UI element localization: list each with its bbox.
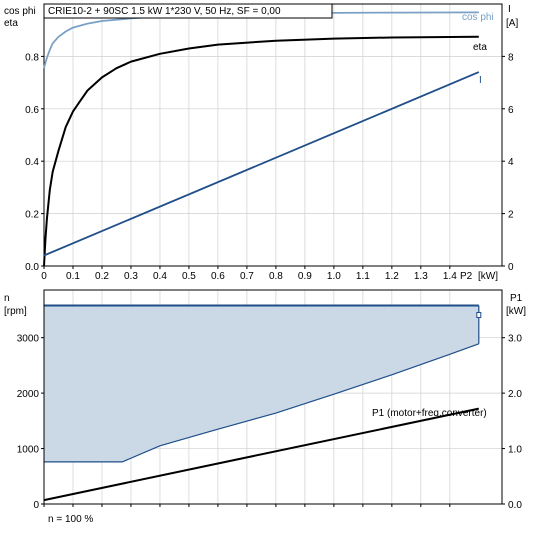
bottom-y-right-tick-label: 0.0 <box>508 500 522 511</box>
top-x-tick-label: 0.2 <box>95 271 109 282</box>
bottom-y-left-tick-label: 2000 <box>17 389 40 400</box>
top-y-left-tick-label: 0.4 <box>25 157 39 168</box>
series-line-p1 <box>43 407 480 502</box>
top-x-tick-label: 1.1 <box>356 271 370 282</box>
bottom-series <box>43 304 482 502</box>
bottom-y-left-tick-label: 1000 <box>17 445 40 456</box>
y-right-label-kw: [kW] <box>506 306 526 317</box>
series-label-i: I <box>479 75 482 86</box>
series-line-eta <box>43 35 479 267</box>
series-label-cosphi: cos phi <box>462 12 494 23</box>
bottom-ticks: 0 1000 2000 3000 0.0 1.0 2.0 3.0 <box>17 334 523 511</box>
top-x-tick-label: 0.5 <box>182 271 196 282</box>
top-y-right-tick-label: 4 <box>508 157 514 168</box>
top-x-tick-label: 0.7 <box>240 271 254 282</box>
x-axis-label: P2 <box>460 271 473 282</box>
y-right-label-p1: P1 <box>510 293 523 304</box>
x-axis-unit: [kW] <box>478 271 498 282</box>
footnote: n = 100 % <box>48 514 93 525</box>
top-x-tick-label: 1.2 <box>385 271 399 282</box>
top-series <box>43 11 480 267</box>
title-box <box>43 3 333 19</box>
top-x-tick-label: 0.1 <box>66 271 80 282</box>
top-x-tick-label: 0 <box>41 271 47 282</box>
top-x-tick-label: 0.9 <box>298 271 312 282</box>
top-x-tick-label: 0.4 <box>153 271 167 282</box>
speed-range-area <box>44 305 479 462</box>
y-left-label-eta: eta <box>4 18 18 29</box>
top-y-left-tick-label: 0.8 <box>25 52 39 63</box>
top-ticks: 0 0.1 0.2 0.3 0.4 0.5 0.6 0.7 0.8 0.9 1.0 1.1 1.2 1.3… <box>25 52 514 282</box>
y-left-label-n: n <box>4 293 10 304</box>
top-y-right-tick-label: 6 <box>508 105 514 116</box>
y-right-label-i: I <box>508 4 511 15</box>
chart-title: CRIE10-2 + 90SC 1.5 kW 1*230 V, 50 Hz, S… <box>48 6 281 17</box>
top-y-right-tick-label: 2 <box>508 210 514 221</box>
y-left-label-rpm: [rpm] <box>4 306 27 317</box>
top-x-tick-label: 0.8 <box>269 271 283 282</box>
top-y-right-tick-label: 0 <box>508 262 514 273</box>
y-right-label-a: [A] <box>506 18 518 29</box>
top-x-tick-label: 1.4 <box>443 271 457 282</box>
top-x-tick-label: 1.3 <box>414 271 428 282</box>
series-line-n-min <box>44 343 480 463</box>
top-x-tick-label: 0.3 <box>124 271 138 282</box>
bottom-y-right-tick-label: 1.0 <box>508 445 522 456</box>
top-y-left-tick-label: 0.2 <box>25 210 39 221</box>
y-left-label-cosphi: cos phi <box>4 6 36 17</box>
top-grid <box>44 4 502 266</box>
bottom-plot-frame <box>43 289 503 505</box>
top-x-tick-label: 1.0 <box>327 271 341 282</box>
max-speed-marker <box>476 312 482 319</box>
top-y-left-tick-label: 0.6 <box>25 105 39 116</box>
series-label-eta: eta <box>473 42 487 53</box>
top-y-left-tick-label: 0.0 <box>25 262 39 273</box>
bottom-y-left-tick-label: 3000 <box>17 334 40 345</box>
series-line-current <box>43 71 480 257</box>
top-x-tick-label: 0.6 <box>211 271 225 282</box>
series-line-cosphi <box>43 11 479 69</box>
bottom-y-right-tick-label: 3.0 <box>508 334 522 345</box>
series-label-p1: P1 (motor+freq.converter) <box>372 408 487 419</box>
top-y-right-tick-label: 8 <box>508 52 514 63</box>
bottom-y-right-tick-label: 2.0 <box>508 389 522 400</box>
bottom-y-left-tick-label: 0 <box>33 500 39 511</box>
